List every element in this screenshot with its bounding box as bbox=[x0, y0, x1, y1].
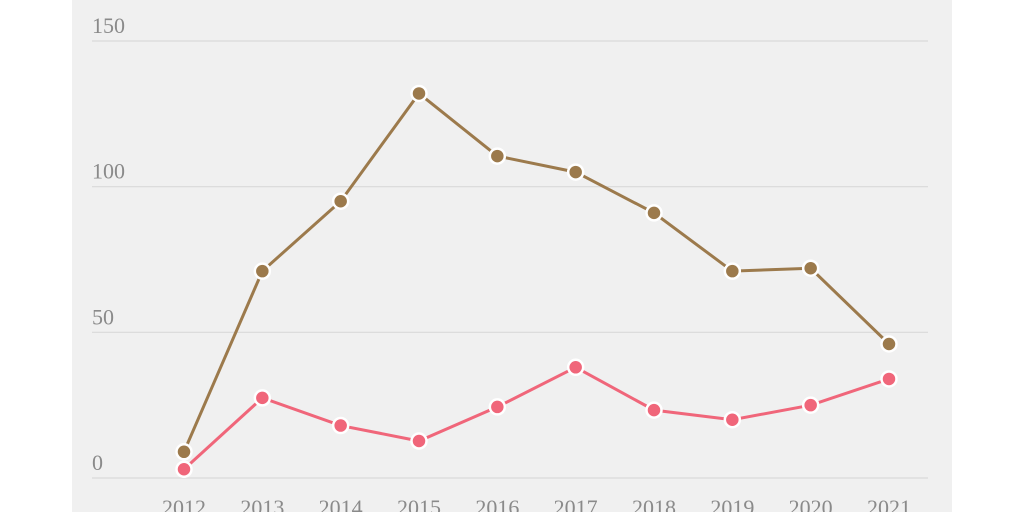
y-tick-label: 50 bbox=[92, 304, 114, 329]
x-tick-label: 2012 bbox=[162, 495, 206, 512]
series-line bbox=[182, 91, 891, 453]
x-tick-label: 2014 bbox=[319, 495, 363, 512]
point bbox=[723, 262, 742, 280]
point bbox=[801, 259, 820, 277]
series-line bbox=[182, 365, 890, 471]
point bbox=[488, 398, 507, 416]
x-tick-label: 2016 bbox=[475, 495, 519, 512]
plot-background bbox=[72, 0, 952, 512]
y-tick-label: 150 bbox=[92, 13, 125, 38]
point bbox=[175, 443, 193, 461]
point bbox=[175, 460, 193, 479]
x-tick-label: 2020 bbox=[789, 495, 833, 512]
x-tick-label: 2015 bbox=[397, 495, 441, 512]
point bbox=[488, 147, 507, 165]
point bbox=[410, 84, 428, 103]
point bbox=[880, 370, 898, 388]
point bbox=[645, 401, 663, 419]
x-tick-label: 2018 bbox=[632, 495, 676, 512]
point bbox=[723, 410, 742, 429]
point bbox=[801, 396, 820, 414]
y-tick-label: 0 bbox=[92, 450, 103, 475]
point bbox=[253, 262, 272, 280]
point bbox=[410, 432, 428, 450]
point bbox=[645, 204, 663, 222]
x-tick-label: 2019 bbox=[710, 495, 754, 512]
point bbox=[331, 416, 350, 435]
point bbox=[880, 335, 898, 353]
point bbox=[331, 192, 350, 210]
x-tick-label: 2013 bbox=[240, 495, 284, 512]
point bbox=[566, 163, 585, 181]
x-tick-label: 2021 bbox=[867, 495, 911, 512]
point bbox=[253, 389, 272, 407]
x-tick-label: 2017 bbox=[554, 495, 598, 512]
y-tick-label: 100 bbox=[92, 159, 125, 184]
point bbox=[566, 358, 585, 377]
